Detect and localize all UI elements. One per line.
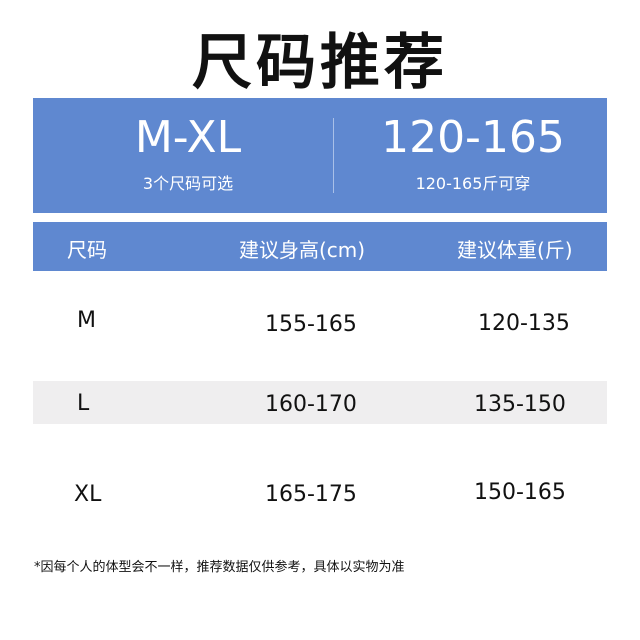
size-cell: XL — [74, 482, 102, 507]
header-height: 建议身高(cm) — [239, 238, 366, 262]
height-cell: 165-175 — [265, 482, 357, 507]
page-title: 尺码推荐 — [192, 28, 448, 98]
row-band — [33, 381, 607, 424]
weight-cell: 120-135 — [478, 311, 570, 336]
weight-cell: 150-165 — [474, 480, 566, 505]
header-size: 尺码 — [67, 238, 107, 262]
header-weight: 建议体重(斤) — [457, 238, 573, 262]
height-cell: 160-170 — [265, 392, 357, 417]
size-range: M-XL — [134, 112, 242, 163]
table-header: 尺码 建议身高(cm) 建议体重(斤) — [33, 222, 607, 271]
summary-panel: M-XL 3个尺码可选 120-165 120-165斤可穿 — [33, 98, 607, 213]
weight-range: 120-165 — [381, 112, 565, 163]
size-range-caption: 3个尺码可选 — [142, 174, 234, 193]
height-cell: 155-165 — [265, 312, 357, 337]
divider — [333, 118, 334, 193]
disclaimer-note: *因每个人的体型会不一样，推荐数据仅供参考，具体以实物为准 — [34, 560, 405, 575]
weight-cell: 135-150 — [474, 392, 566, 417]
weight-range-caption: 120-165斤可穿 — [415, 174, 531, 193]
size-cell: M — [77, 308, 96, 333]
size-cell: L — [77, 391, 90, 416]
